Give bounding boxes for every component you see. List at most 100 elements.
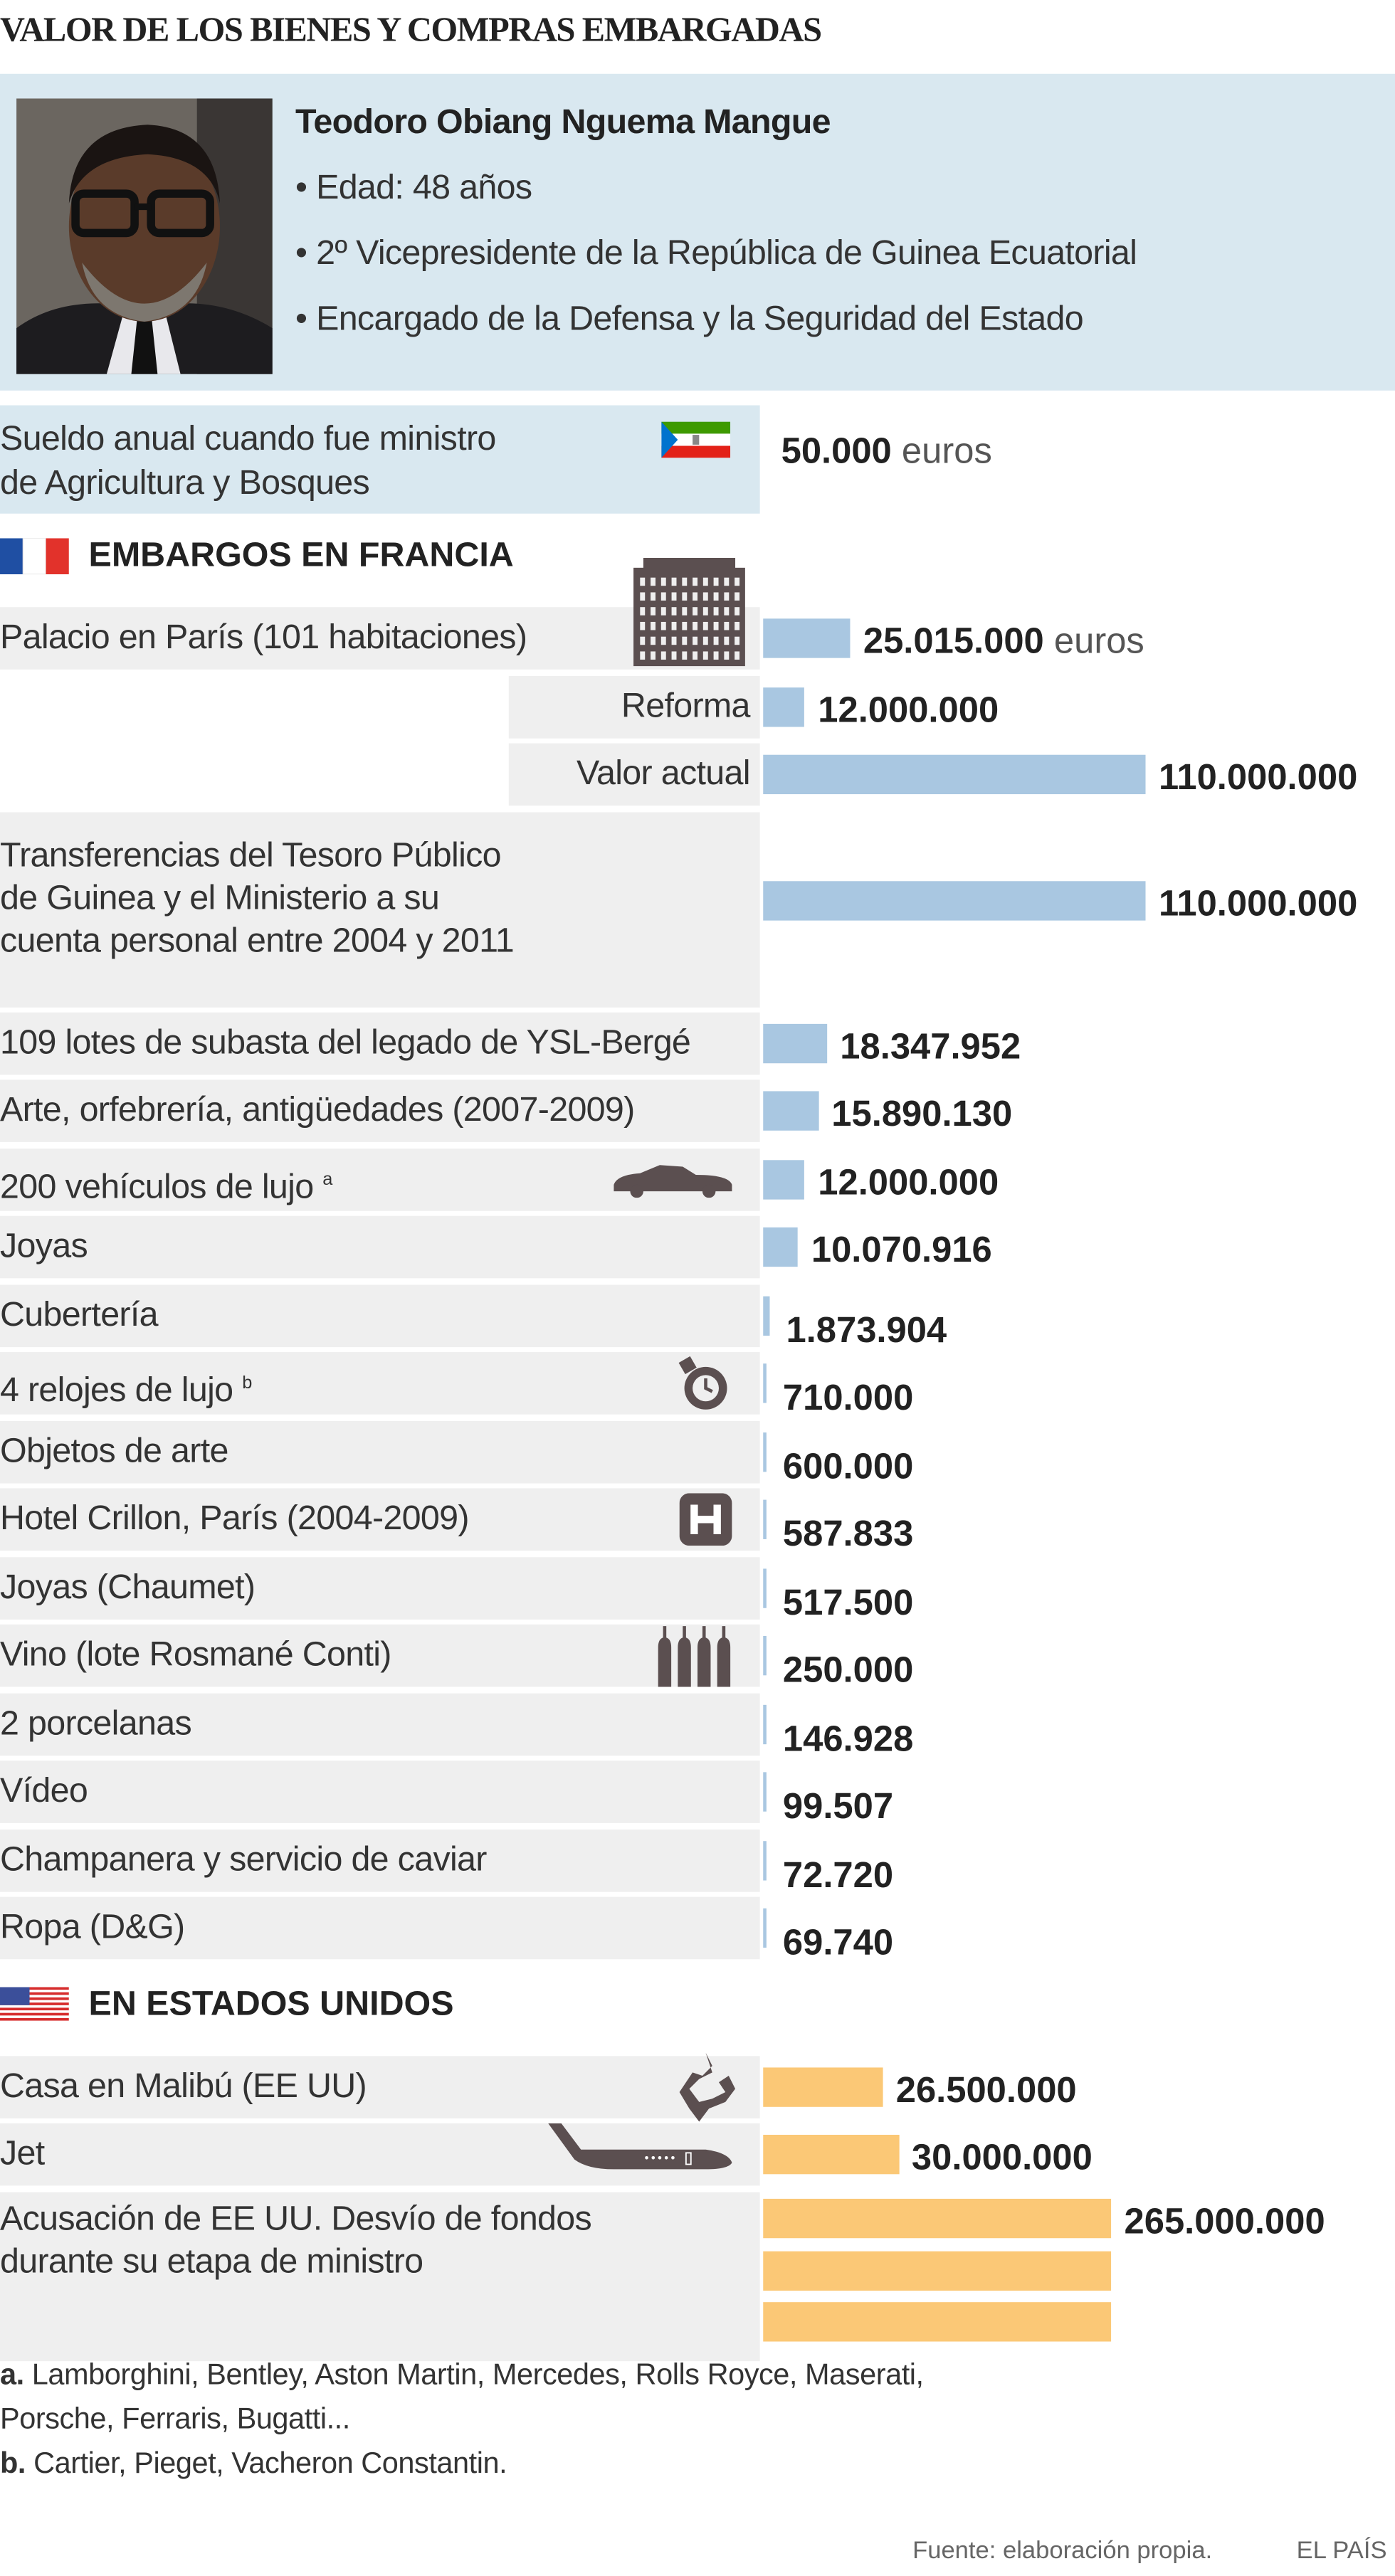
footnote-mark: b. — [0, 2446, 26, 2480]
row-label-cell: Hotel Crillon, París (2004-2009) — [0, 1488, 760, 1551]
salary-label-line: de Agricultura y Bosques — [0, 464, 370, 502]
bar-value: 250.000 — [783, 1649, 913, 1691]
bar-value: 1.873.904 — [786, 1309, 947, 1351]
bar — [763, 687, 805, 727]
row-label-cell: Transferencias del Tesoro Público de Guin… — [0, 811, 760, 1007]
salary-row: Sueldo anual cuando fue ministro de Agri… — [0, 405, 760, 514]
row-label: Joyas — [0, 1226, 88, 1269]
row-label-line: cuenta personal entre 2004 y 2011 — [0, 921, 515, 959]
bar-row: Ropa (D&G) 69.740 — [0, 1896, 1395, 1963]
profile-role: • Encargado de la Defensa y la Seguridad… — [295, 300, 1084, 339]
row-label-text: Vídeo — [0, 1772, 88, 1810]
row-label-cell: Acusación de EE UU. Desvío de fondos dura… — [0, 2191, 760, 2361]
salary-value: 50.000 euros — [781, 430, 992, 473]
row-label-text: Arte, orfebrería, antigüedades (2007-200… — [0, 1091, 635, 1129]
row-label: Vídeo — [0, 1770, 88, 1813]
bar-value: 30.000.000 — [912, 2136, 1093, 2179]
bar-value-number: 30.000.000 — [911, 2136, 1093, 2178]
row-label: Joyas (Chaumet) — [0, 1566, 256, 1609]
bar-row: Joyas 10.070.916 — [0, 1215, 1395, 1279]
bar-segment — [763, 2250, 1112, 2290]
footnote-text: Cartier, Pieget, Vacheron Constantin. — [25, 2446, 507, 2480]
bar-row: Reforma 12.000.000 — [0, 675, 1395, 738]
row-label-text: 200 vehículos de lujo — [0, 1167, 314, 1205]
bar-value-unit: euros — [1053, 620, 1144, 662]
row-label: Objetos de arte — [0, 1430, 228, 1473]
bar-value-number: 587.833 — [782, 1513, 914, 1554]
bar — [763, 2134, 899, 2175]
row-label: Palacio en París (101 habitaciones) — [0, 617, 527, 660]
bar-value-number: 72.720 — [782, 1853, 894, 1895]
row-label-cell: Reforma — [508, 675, 760, 738]
salary-label-line: Sueldo anual cuando fue ministro — [0, 420, 496, 458]
hotel-icon — [679, 1493, 732, 1553]
bar-value-number: 15.890.130 — [831, 1092, 1013, 1134]
row-label-line: Acusación de EE UU. Desvío de fondos — [0, 2200, 592, 2238]
row-label-line: de Guinea y el Ministerio a su — [0, 878, 440, 917]
footnote-ref: b — [242, 1373, 252, 1393]
row-label: 2 porcelanas — [0, 1702, 192, 1745]
bar-value: 710.000 — [783, 1377, 913, 1420]
bar — [763, 1772, 767, 1812]
bar-value: 110.000.000 — [1159, 882, 1357, 924]
row-label-cell: Joyas (Chaumet) — [0, 1556, 760, 1619]
bar-value-number: 517.500 — [782, 1580, 914, 1622]
bar — [763, 1159, 805, 1199]
row-label-text: Palacio en París (101 habitaciones) — [0, 618, 527, 657]
row-label-text: 4 relojes de lujo — [0, 1371, 233, 1410]
bar-row: Acusación de EE UU. Desvío de fondos dura… — [0, 2191, 1395, 2361]
bar — [763, 1363, 767, 1403]
bar-row: 4 relojes de lujo b 710.000 — [0, 1352, 1395, 1418]
bar-row: Arte, orfebrería, antigüedades (2007-200… — [0, 1080, 1395, 1142]
row-label-text: Reforma — [621, 687, 751, 725]
row-label: Cubertería — [0, 1294, 159, 1336]
profile-age: • Edad: 48 años — [295, 169, 532, 207]
bar-value: 587.833 — [783, 1513, 913, 1556]
row-label-cell: Objetos de arte — [0, 1420, 760, 1483]
row-label-line: durante su etapa de ministro — [0, 2242, 423, 2281]
row-label: Champanera y servicio de caviar — [0, 1839, 487, 1881]
bar-value: 69.740 — [783, 1921, 893, 1964]
bar — [763, 1091, 818, 1131]
jet-icon — [548, 2123, 732, 2181]
row-label-cell: Champanera y servicio de caviar — [0, 1828, 760, 1891]
row-label: Jet — [0, 2133, 45, 2176]
bar-value-number: 110.000.000 — [1158, 756, 1358, 798]
bar — [763, 754, 1146, 795]
row-label-cell: Vino (lote Rosmané Conti) — [0, 1624, 760, 1687]
bar-row: Jet 30.000.000 — [0, 2123, 1395, 2186]
house-icon — [670, 2052, 742, 2129]
row-label: Ropa (D&G) — [0, 1906, 185, 1949]
bar-value: 517.500 — [783, 1581, 913, 1624]
row-label-cell: 109 lotes de subasta del legado de YSL-B… — [0, 1011, 760, 1075]
car-icon — [611, 1161, 735, 1205]
bar-value: 110.000.000 — [1159, 756, 1357, 799]
bar-value-number: 26.500.000 — [895, 2068, 1077, 2110]
row-label-text: Joyas — [0, 1227, 88, 1265]
bar — [763, 1295, 770, 1335]
row-label-cell: Valor actual — [508, 743, 760, 806]
watch-icon — [676, 1356, 735, 1423]
row-label-text: Vino (lote Rosmané Conti) — [0, 1635, 391, 1674]
row-label-line: Transferencias del Tesoro Público — [0, 835, 502, 874]
bar-row: Cubertería 1.873.904 — [0, 1284, 1395, 1350]
row-label: 4 relojes de lujo b — [0, 1362, 252, 1413]
row-label-cell: Ropa (D&G) — [0, 1896, 760, 1960]
bar-segment — [763, 2301, 1112, 2341]
row-label: Vino (lote Rosmané Conti) — [0, 1635, 391, 1677]
section-title: EN ESTADOS UNIDOS — [88, 1984, 454, 2023]
source-note: Fuente: elaboración propia. — [912, 2536, 1213, 2565]
wine-bottles-icon — [653, 1625, 735, 1695]
bar — [763, 880, 1146, 920]
row-label-cell: 4 relojes de lujo b — [0, 1352, 760, 1415]
bar-value: 15.890.130 — [831, 1093, 1012, 1136]
bar — [763, 618, 851, 658]
bar-value: 99.507 — [783, 1785, 893, 1828]
bar — [763, 1635, 767, 1676]
row-label-text: Casa en Malibú (EE UU) — [0, 2066, 367, 2105]
bar-value-number: 69.740 — [782, 1921, 894, 1963]
bar-value-number: 250.000 — [782, 1649, 914, 1691]
bar-row: Objetos de arte 600.000 — [0, 1420, 1395, 1486]
bar-value: 600.000 — [783, 1445, 913, 1487]
bar-row: 200 vehículos de lujo a 12.000.000 — [0, 1147, 1395, 1210]
